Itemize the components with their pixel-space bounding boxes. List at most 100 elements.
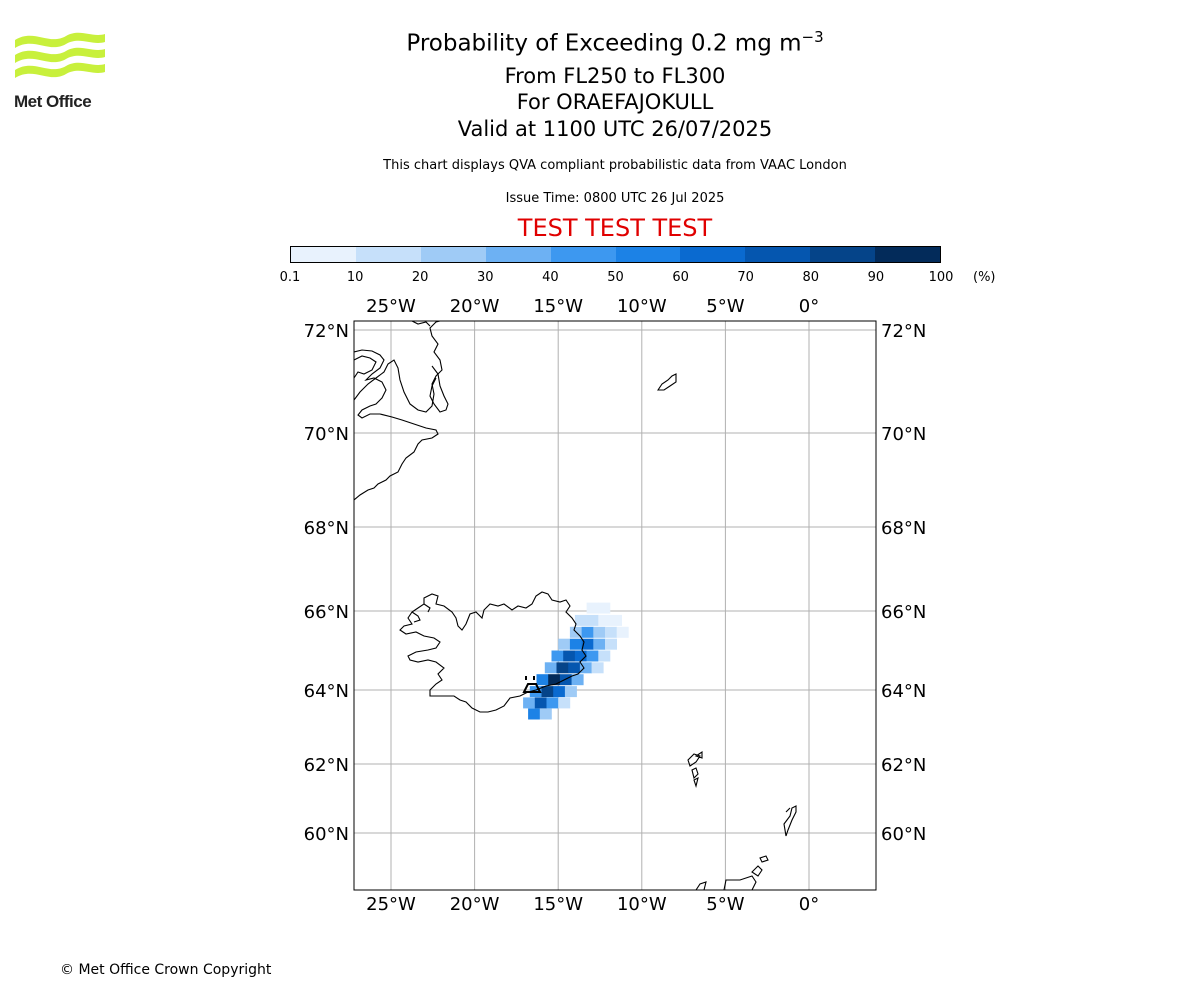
plume-cell [528, 708, 541, 720]
plume-cell [610, 614, 622, 626]
plume-cell [558, 697, 571, 709]
plume-cell [523, 697, 536, 709]
plume-cell [559, 674, 572, 686]
copyright-notice: © Met Office Crown Copyright [60, 962, 272, 978]
plume-cell [586, 650, 599, 662]
plume-cell [553, 686, 566, 698]
plume-cell [591, 662, 604, 674]
latitude-label-left: 64°N [304, 681, 349, 702]
chart-title-superscript: −3 [801, 28, 824, 46]
plume-cell [586, 602, 599, 614]
coastline-scotland [695, 875, 757, 890]
plume-cell [586, 614, 599, 626]
latitude-label-left: 68°N [304, 518, 349, 539]
map-frame [353, 320, 877, 891]
colorbar-segment [291, 247, 356, 262]
plume-cell [563, 650, 576, 662]
colorbar-segment [810, 247, 876, 262]
plume-cell [564, 686, 577, 698]
colorbar-tick-label: 60 [672, 270, 689, 285]
plume-cell [551, 650, 564, 662]
met-office-logo-text: Met Office [14, 92, 92, 111]
colorbar-tick-label: 50 [607, 270, 624, 285]
plume-cell [598, 650, 611, 662]
probability-colorbar [290, 246, 941, 263]
longitude-label-bottom: 5°W [706, 894, 744, 915]
plume-cell [581, 626, 594, 638]
chart-title-main: Probability of Exceeding 0.2 mg m [406, 30, 802, 57]
longitude-label-bottom: 15°W [533, 894, 583, 915]
flight-level-range: From FL250 to FL300 [504, 64, 726, 88]
longitude-label-top: 10°W [617, 296, 667, 317]
coastline-iceland-westfjords [411, 603, 431, 623]
longitude-label-top: 15°W [533, 296, 583, 317]
plume-cell [541, 686, 554, 698]
coastline-iceland [399, 591, 587, 713]
plume-cell [605, 626, 617, 638]
colorbar-tick-label: 10 [346, 270, 364, 285]
coastline-greenland-inlet [354, 355, 377, 379]
colorbar-segment [420, 247, 486, 262]
colorbar-segment [875, 247, 941, 262]
data-source-note: This chart displays QVA compliant probab… [383, 158, 847, 173]
plume-cell [534, 697, 547, 709]
longitude-label-bottom: 0° [799, 894, 819, 915]
volcano-name: For ORAEFAJOKULL [516, 90, 714, 114]
plume-cell [571, 674, 584, 686]
longitude-label-top: 20°W [450, 296, 500, 317]
coastline-greenland-north [354, 321, 443, 413]
colorbar-segment [745, 247, 811, 262]
colorbar-segment [355, 247, 421, 262]
coastline-jan-mayen [656, 373, 677, 391]
coastline-orkney [751, 855, 769, 877]
colorbar-tick-label: 100 [928, 270, 954, 285]
coastline-shetland [783, 805, 797, 837]
plume-cell [536, 674, 549, 686]
longitude-label-top: 25°W [366, 296, 416, 317]
latitude-label-right: 68°N [881, 518, 926, 539]
latitude-label-left: 60°N [304, 824, 349, 845]
latitude-label-right: 70°N [881, 424, 926, 445]
coastline-greenland [354, 349, 439, 501]
issue-time: Issue Time: 0800 UTC 26 Jul 2025 [505, 191, 725, 206]
colorbar-segment [615, 247, 681, 262]
latitude-label-right: 66°N [881, 602, 926, 623]
plume-cell [574, 650, 587, 662]
plume-cell [569, 638, 582, 650]
plume-cell [593, 626, 606, 638]
chart-title: Probability of Exceeding 0.2 mg m−3 [0, 28, 1200, 57]
latitude-label-right: 72°N [881, 321, 926, 342]
plume-cell [539, 708, 552, 720]
longitude-label-bottom: 10°W [617, 894, 667, 915]
longitude-label-top: 5°W [706, 296, 744, 317]
valid-time: Valid at 1100 UTC 26/07/2025 [457, 117, 773, 141]
ash-probability-plume [523, 602, 629, 720]
test-banner: TEST TEST TEST [517, 214, 713, 242]
plume-cell [548, 674, 561, 686]
plume-cell [568, 662, 581, 674]
plume-cell [579, 662, 592, 674]
latitude-label-right: 62°N [881, 755, 926, 776]
plume-cell [556, 662, 569, 674]
longitude-label-bottom: 20°W [450, 894, 500, 915]
coastline-greenland-fjord [429, 365, 449, 413]
met-office-waves-icon [15, 32, 105, 78]
graticule [354, 321, 876, 890]
plume-cell [605, 638, 617, 650]
colorbar-tick-label: 90 [867, 270, 885, 285]
axis-labels: 25°W 25°W 20°W 20°W 15°W 15°W 10°W 10°W 5°W 5°W 0°… [304, 296, 927, 915]
colorbar-tick-label: 70 [737, 270, 754, 285]
latitude-label-left: 62°N [304, 755, 349, 776]
plume-cell [546, 697, 559, 709]
plume-cell [544, 662, 557, 674]
colorbar-tick-label: 20 [411, 270, 429, 285]
longitude-label-bottom: 25°W [366, 894, 416, 915]
colorbar-segment [550, 247, 616, 262]
plume-cell [598, 614, 611, 626]
colorbar-tick-label: 40 [542, 270, 559, 285]
plume-cell [558, 638, 571, 650]
colorbar-segment [680, 247, 746, 262]
plume-cell [598, 602, 611, 614]
met-office-logo: Met Office [14, 30, 106, 112]
plume-cell [574, 614, 587, 626]
